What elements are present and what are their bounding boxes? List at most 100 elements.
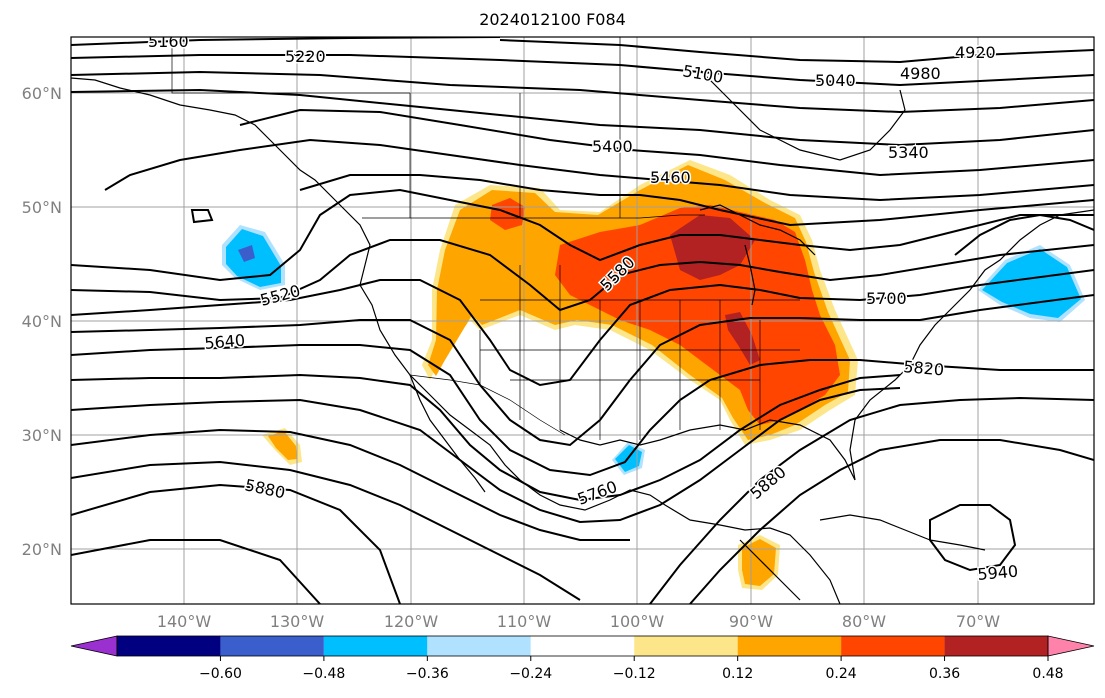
positive-anomaly-nw-blob xyxy=(490,198,525,230)
lon-label-130w: 130°W xyxy=(270,612,325,631)
contour-line xyxy=(71,373,901,502)
lake-michigan xyxy=(744,244,756,306)
contour-line xyxy=(499,39,1094,64)
gridlines xyxy=(71,37,1094,604)
contour-line xyxy=(71,483,401,604)
contour-label: 4920 xyxy=(955,43,996,62)
colorbar-cell xyxy=(530,636,635,656)
baja-coast xyxy=(409,374,486,493)
alaska-border xyxy=(171,37,300,94)
contour-line xyxy=(190,209,214,224)
lat-label-60n: 60°N xyxy=(22,84,62,103)
colorbar-cell xyxy=(737,636,842,656)
contour-label: 5460 xyxy=(650,168,691,187)
contour-line xyxy=(299,174,1094,227)
latitude-labels: 60°N 50°N 40°N 30°N 20°N xyxy=(22,84,62,559)
contour-line xyxy=(71,269,1094,387)
colorbar-cell xyxy=(427,636,531,656)
contour-label: 5700 xyxy=(866,289,907,308)
colorbar-cell xyxy=(944,636,1048,656)
negative-anomaly-gulf-of-alaska-core xyxy=(238,245,255,262)
colorbar-ticks: −0.60 −0.48 −0.36 −0.24 −0.12 0.12 0.24 0.36 0.4… xyxy=(199,656,1064,682)
positive-anomaly-redorange xyxy=(555,205,840,425)
state-lines xyxy=(479,265,800,440)
contour-label: 5640 xyxy=(204,331,246,353)
lon-label-70w: 70°W xyxy=(956,612,1000,631)
contour-line xyxy=(71,54,1094,87)
anomaly-shading xyxy=(222,160,1085,590)
lat-label-50n: 50°N xyxy=(22,198,62,217)
map-area: 5160 5220 5100 5040 4980 4920 5340 5400 … xyxy=(71,32,1094,604)
colorbar-tick-label: 0.12 xyxy=(722,666,753,682)
us-canada-border xyxy=(362,214,705,219)
contour-label: 5760 xyxy=(575,477,620,509)
coastlines xyxy=(71,69,1094,604)
colorbar-cell xyxy=(117,636,221,656)
lon-label-110w: 110°W xyxy=(497,612,552,631)
contour-line xyxy=(71,387,901,524)
positive-anomaly-pacific-inner xyxy=(268,431,297,460)
colorbar-extend-low xyxy=(70,635,118,657)
contour-label: 5160 xyxy=(148,32,189,51)
lon-label-100w: 100°W xyxy=(610,612,665,631)
contour-label: 5940 xyxy=(977,562,1019,584)
contour-line xyxy=(71,37,501,46)
contour-line xyxy=(71,88,1094,147)
colorbar-frame xyxy=(116,635,1049,657)
colorbar-extend-high xyxy=(1047,635,1095,657)
colorbar-tick-label: 0.36 xyxy=(929,666,960,682)
us-mexico-border xyxy=(409,374,566,436)
colorbar-cells xyxy=(70,635,1095,657)
colorbar-tick-label: −0.48 xyxy=(302,666,345,682)
colorbar-tick-label: 0.48 xyxy=(1032,666,1063,682)
contour-line xyxy=(954,213,1094,256)
contour-label: 4980 xyxy=(900,64,941,83)
contour-line xyxy=(104,138,1094,202)
colorbar-cell xyxy=(323,636,428,656)
lon-label-80w: 80°W xyxy=(842,612,886,631)
lon-label-140w: 140°W xyxy=(157,612,212,631)
contour-label: 5040 xyxy=(815,71,856,90)
political-borders xyxy=(171,37,800,440)
colorbar-cell xyxy=(634,636,738,656)
colorbar-tick-label: −0.12 xyxy=(613,666,656,682)
contour-line xyxy=(71,70,1094,114)
cuba xyxy=(819,514,931,541)
colorbar: −0.60 −0.48 −0.36 −0.24 −0.12 0.12 0.24 0.36 0.4… xyxy=(70,635,1095,682)
contour-line xyxy=(929,504,1017,572)
contour-line xyxy=(71,239,1094,312)
hudson-bay xyxy=(699,69,906,161)
colorbar-cell xyxy=(841,636,945,656)
gulf-coast xyxy=(559,419,856,481)
contour-line xyxy=(71,188,1094,282)
contour-line xyxy=(239,108,1094,177)
contour-label: 5880 xyxy=(746,462,789,503)
contour-line xyxy=(71,539,321,604)
hispaniola xyxy=(929,539,986,551)
contour-line xyxy=(71,294,1094,447)
plot-frame xyxy=(70,36,1095,605)
height-contours xyxy=(71,37,1094,604)
contour-line xyxy=(71,428,630,541)
contour-label: 5340 xyxy=(888,143,929,162)
lat-label-20n: 20°N xyxy=(22,540,62,559)
lon-label-120w: 120°W xyxy=(384,612,439,631)
colorbar-tick-label: 0.24 xyxy=(826,666,857,682)
contour-line xyxy=(649,396,1094,604)
canada-provinces xyxy=(300,37,621,218)
central-america xyxy=(739,539,801,601)
colorbar-tick-label: −0.60 xyxy=(199,666,242,682)
contour-label: 5220 xyxy=(285,47,326,66)
colorbar-tick-label: −0.36 xyxy=(406,666,449,682)
contour-label: 5100 xyxy=(681,61,724,87)
map-title: 2024012100 F084 xyxy=(479,10,626,29)
contour-line xyxy=(689,439,1094,604)
lat-label-30n: 30°N xyxy=(22,426,62,445)
contour-label: 5880 xyxy=(243,475,287,502)
great-lakes xyxy=(699,204,816,256)
contour-label: 5820 xyxy=(903,357,945,379)
longitude-labels: 140°W 130°W 120°W 110°W 100°W 90°W 80°W … xyxy=(157,612,1000,631)
colorbar-cell xyxy=(220,636,324,656)
lat-label-40n: 40°N xyxy=(22,312,62,331)
